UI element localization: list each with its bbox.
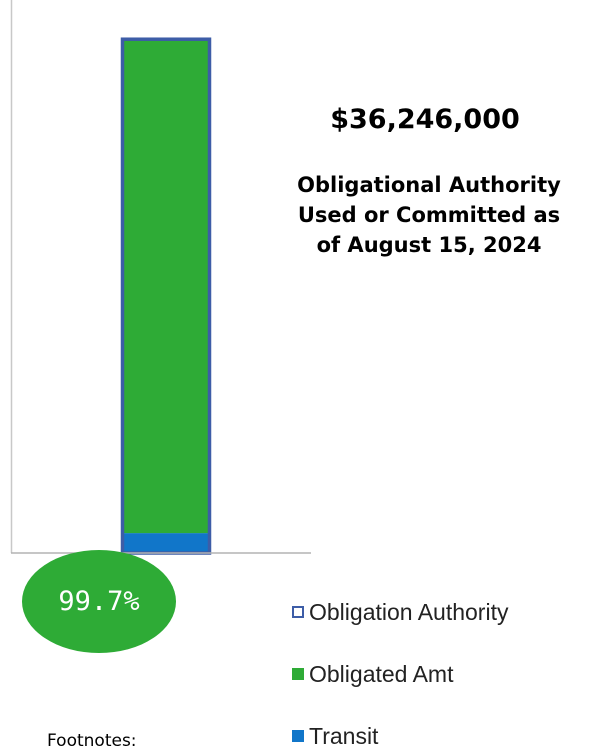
- percent-used-value: 99.7%: [58, 586, 140, 617]
- percent-used-badge: 99.7%: [22, 550, 176, 653]
- legend-label-obligated-amt: Obligated Amt: [309, 660, 454, 687]
- bar-transit: [124, 533, 208, 553]
- legend-item-obligation-authority: Obligation Authority: [292, 596, 602, 628]
- subtitle-line-2: Used or Committed as: [297, 203, 561, 227]
- total-amount-headline: $36,246,000: [330, 104, 520, 135]
- subtitle-line-1: Obligational Authority: [297, 173, 561, 197]
- legend-swatch-obligation-authority: [292, 606, 304, 618]
- legend-label-transit: Transit: [309, 722, 379, 749]
- bar-obligated-amt: [124, 38, 208, 534]
- legend-item-obligated-amt: Obligated Amt: [292, 658, 602, 690]
- chart-subtitle: Obligational Authority Used or Committed…: [250, 170, 608, 260]
- subtitle-line-3: of August 15, 2024: [316, 233, 542, 257]
- bar-group: [120, 37, 212, 555]
- legend-item-transit: Transit: [292, 720, 602, 752]
- chart-legend: Obligation Authority Obligated Amt Trans…: [292, 596, 602, 752]
- legend-swatch-transit: [292, 730, 304, 742]
- legend-swatch-obligated-amt: [292, 668, 304, 680]
- legend-label-obligation-authority: Obligation Authority: [309, 598, 509, 625]
- footnotes-label: Footnotes:: [47, 731, 137, 751]
